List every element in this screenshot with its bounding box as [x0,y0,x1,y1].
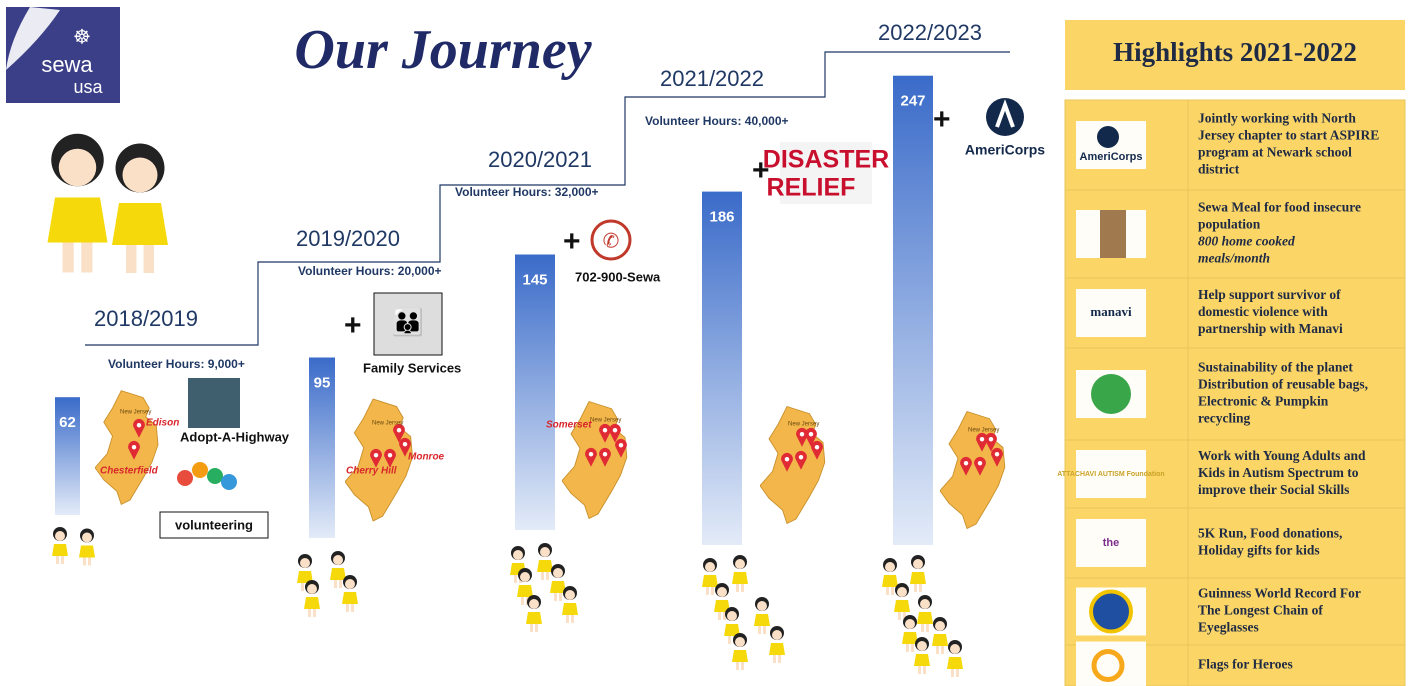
highlight-text: recycling [1198,411,1250,426]
americorps-icon [1097,126,1119,148]
logo: ☸ sewa usa [6,7,120,103]
highlights-table: AmeriCorps Jointly working with North Jers… [1057,100,1405,686]
highlight-text: Kids in Autism Spectrum to [1198,465,1359,480]
highlight-text: improve their Social Skills [1198,482,1349,497]
logo-name: sewa [41,52,93,77]
feature-label: Adopt-A-Highway [180,429,290,444]
feature-label: 702-900-Sewa [575,269,661,284]
highlight-text: 5K Run, Food donations, [1198,526,1342,541]
highlight-text: population [1198,217,1261,232]
bar [515,255,555,531]
year-label: 2019/2020 [296,226,400,251]
infographic: ☸ sewa usa Our Journey 2018/2019 2019/20… [0,0,1409,686]
feature-label: RELIEF [767,174,856,202]
page-title: Our Journey [294,19,592,81]
bar [893,76,933,545]
volunteer-hours: Volunteer Hours: 9,000+ [108,357,245,371]
kids-illustration [48,134,169,273]
place-label: Chesterfield [100,466,159,477]
highlight-text: Help support survivor of [1198,287,1341,302]
bar-value: 95 [314,374,331,391]
bag-icon [1100,210,1126,258]
year-label: 2022/2023 [878,20,982,45]
logo-mark: ☸ [73,26,91,48]
place-label: Cherry Hill [346,466,397,477]
bar-value: 186 [709,209,734,226]
feature-label: Family Services [363,360,461,375]
highlight-text: Eyeglasses [1198,620,1259,635]
map-label: New Jersey [372,421,403,427]
year-label: 2020/2021 [488,147,592,172]
highlight-text: program at Newark school [1198,145,1352,160]
highlight-text: The Longest Chain of [1198,603,1323,618]
family-glyph: 👪 [392,307,424,337]
bar [702,192,742,545]
highlight-text: Holiday gifts for kids [1198,543,1320,558]
highlight-text: Jointly working with North [1198,111,1356,126]
plus: + [563,225,581,258]
highlight-text: Flags for Heroes [1198,657,1293,672]
logo-sub: usa [73,77,103,97]
hands-icon [172,458,242,510]
phone-glyph: ✆ [603,230,620,252]
highlight-text: district [1198,162,1240,177]
highlight-text: meals/month [1198,251,1270,266]
highlight-text: Sustainability of the planet [1198,360,1353,375]
highway-sign [188,378,240,428]
feature-label: volunteering [175,517,253,532]
highlight-logo: ATTACHAVI AUTISM Foundation [1057,471,1164,478]
lions-icon [1091,592,1131,632]
earth-icon [1091,374,1131,414]
highlight-logo: the [1103,537,1120,549]
bar-value: 62 [59,414,76,431]
place-label: Somerset [546,420,592,431]
highlight-logo: AmeriCorps [1080,151,1143,163]
highlight-text: Electronic & Pumpkin [1198,394,1329,409]
place-label: Monroe [408,452,445,463]
volunteer-hours: Volunteer Hours: 20,000+ [298,264,442,278]
highlight-text: 800 home cooked [1198,234,1295,249]
plus: + [344,309,362,342]
bar-value: 145 [522,271,547,288]
volunteer-hours: Volunteer Hours: 32,000+ [455,185,599,199]
highlight-logo: manavi [1090,304,1132,319]
year-label: 2018/2019 [94,306,198,331]
feature-label: DISASTER [763,146,889,174]
year-label: 2021/2022 [660,66,764,91]
bar-value: 247 [900,93,925,110]
highlights-title: Highlights 2021-2022 [1113,37,1357,67]
highlight-text: partnership with Manavi [1198,321,1343,336]
plus: + [933,103,951,136]
highlight-text: domestic violence with [1198,304,1328,319]
map-label: New Jersey [120,410,151,416]
highlight-text: Work with Young Adults and [1198,448,1366,463]
map-label: New Jersey [968,428,999,434]
highlight-text: Distribution of reusable bags, [1198,377,1368,392]
map-label: New Jersey [590,418,621,424]
highlight-text: Jersey chapter to start ASPIRE [1198,128,1379,143]
highlight-text: Sewa Meal for food insecure [1198,200,1361,215]
map-label: New Jersey [788,422,819,428]
highlight-text: Guinness World Record For [1198,586,1361,601]
place-label: Edison [146,418,179,429]
kid-groups [52,527,963,677]
volunteer-hours: Volunteer Hours: 40,000+ [645,114,789,128]
feature-label: AmeriCorps [965,142,1045,158]
